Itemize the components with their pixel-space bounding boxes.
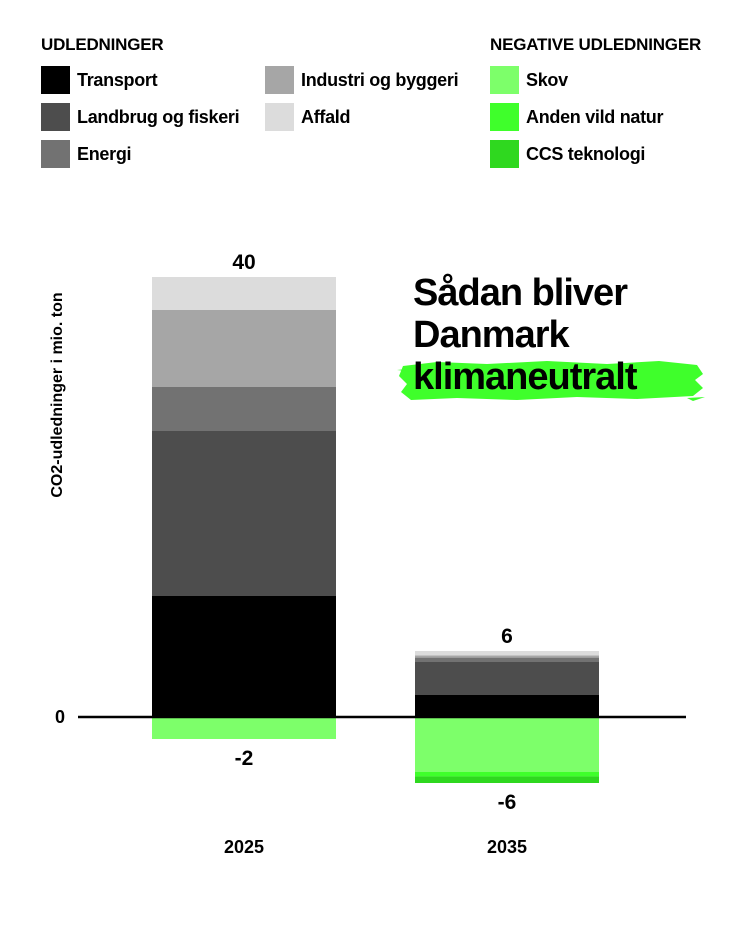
- legend-item-skov: Skov: [490, 66, 568, 94]
- total-label-positive: 6: [501, 625, 513, 648]
- legend-label: Anden vild natur: [526, 106, 664, 127]
- legend-swatch: [265, 66, 294, 94]
- bar-segment-2035-affald: [415, 651, 599, 656]
- legend-swatch: [41, 66, 70, 94]
- legend-label: Transport: [77, 69, 158, 90]
- legend-item-affald: Affald: [265, 103, 351, 131]
- total-label-negative: -2: [235, 747, 254, 770]
- headline-line-3: klimaneutralt: [413, 356, 638, 398]
- legend-item-energi: Energi: [41, 140, 132, 168]
- zero-label: 0: [55, 707, 65, 727]
- brush-stroke-highlight: [397, 361, 705, 401]
- bar-segment-2035-ccs-teknologi: [415, 776, 599, 783]
- labels-group: 40 -2 2025 6 -6 2035: [224, 251, 527, 857]
- bar-segment-2035-energi: [415, 657, 599, 662]
- total-label-negative: -6: [498, 791, 517, 814]
- y-axis-label: CO2-udledninger i mio. ton: [49, 292, 66, 497]
- headline: Sådan bliver Danmark klimaneutralt: [397, 272, 705, 401]
- legend-label: Skov: [526, 69, 568, 90]
- total-label-positive: 40: [232, 251, 255, 274]
- legend-label: Industri og byggeri: [301, 69, 459, 90]
- legend-label: Energi: [77, 143, 132, 164]
- bar-segment-2025-industri-og-byggeri: [152, 310, 336, 387]
- bar-segment-2025-transport: [152, 596, 336, 717]
- legend-label: Landbrug og fiskeri: [77, 106, 240, 127]
- legend-heading-negative: NEGATIVE UDLEDNINGER: [490, 35, 702, 54]
- headline-line-1: Sådan bliver: [413, 272, 628, 314]
- legend-heading-emissions: UDLEDNINGER: [41, 35, 164, 54]
- legend-swatch: [265, 103, 294, 131]
- legend-item-industri: Industri og byggeri: [265, 66, 459, 94]
- bar-segment-2035-anden-vild-natur: [415, 772, 599, 777]
- legend-swatch: [490, 103, 519, 131]
- legend-label: CCS teknologi: [526, 143, 646, 164]
- legend-item-transport: Transport: [41, 66, 158, 94]
- bar-segment-2025-skov: [152, 717, 336, 739]
- legend-swatch: [41, 140, 70, 168]
- legend-item-landbrug: Landbrug og fiskeri: [41, 103, 240, 131]
- legend-swatch: [490, 66, 519, 94]
- x-tick-label: 2035: [487, 837, 527, 857]
- bar-segment-2035-landbrug-og-fiskeri: [415, 662, 599, 695]
- bars-group: [152, 277, 599, 783]
- legend-swatch: [41, 103, 70, 131]
- bar-segment-2035-industri-og-byggeri: [415, 655, 599, 658]
- legend-label: Affald: [301, 106, 351, 127]
- headline-highlight: klimaneutralt: [397, 356, 705, 401]
- headline-line-2: Danmark: [413, 314, 570, 356]
- bar-segment-2025-energi: [152, 387, 336, 431]
- bar-segment-2035-skov: [415, 717, 599, 772]
- bar-segment-2025-affald: [152, 277, 336, 310]
- legend-item-ccs: CCS teknologi: [490, 140, 645, 168]
- legend-swatch: [490, 140, 519, 168]
- bar-segment-2035-transport: [415, 695, 599, 717]
- legend-item-anden-vild-natur: Anden vild natur: [490, 103, 664, 131]
- x-tick-label: 2025: [224, 837, 264, 857]
- bar-segment-2025-landbrug-og-fiskeri: [152, 431, 336, 596]
